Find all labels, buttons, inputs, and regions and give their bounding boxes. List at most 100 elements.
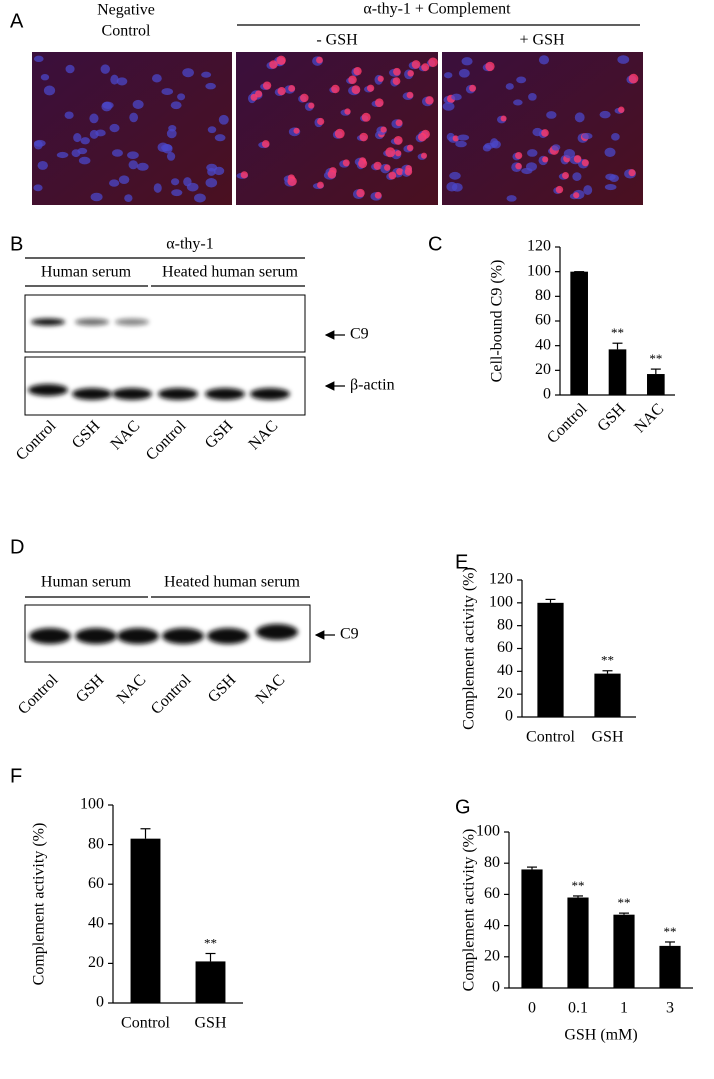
column-header: - GSH [316, 32, 358, 49]
nucleus [513, 99, 523, 106]
stain [573, 155, 582, 163]
y-tick-label: 20 [88, 954, 104, 971]
stain [288, 84, 296, 92]
bar [195, 961, 226, 1003]
stain [359, 132, 369, 142]
y-axis-label: Complement activity (%) [31, 823, 48, 986]
micrograph [32, 52, 232, 205]
nucleus [491, 140, 501, 149]
nucleus [109, 179, 120, 187]
band [207, 628, 249, 644]
panel-label: A [10, 10, 24, 32]
lane-label: NAC [114, 671, 150, 707]
annotation: ** [618, 895, 631, 910]
bar [567, 897, 589, 988]
nucleus [89, 129, 99, 139]
lane-label: NAC [246, 417, 282, 453]
stain [327, 170, 337, 179]
lane-label: Control [15, 671, 62, 718]
y-tick-label: 20 [497, 685, 513, 702]
stain [269, 60, 278, 69]
nucleus [40, 73, 50, 81]
nucleus [572, 172, 582, 181]
lane-label: GSH [69, 417, 104, 452]
nucleus [153, 183, 162, 193]
stain [353, 66, 362, 76]
nucleus [482, 144, 492, 152]
nucleus [110, 74, 119, 85]
blot [24, 294, 306, 353]
stain [411, 60, 421, 69]
panel-label: F [10, 765, 22, 787]
nucleus [124, 194, 133, 202]
stain [618, 106, 625, 113]
stain [373, 161, 382, 170]
stain [452, 135, 459, 142]
nucleus [89, 113, 99, 124]
stain [287, 176, 297, 187]
nucleus [451, 183, 463, 192]
stain [542, 156, 549, 163]
nucleus [136, 162, 149, 171]
band [28, 384, 68, 396]
panel-label: E [455, 551, 468, 573]
y-tick-label: 100 [80, 796, 104, 813]
nucleus [186, 182, 199, 192]
bar [594, 673, 621, 717]
lane-label: Control [143, 417, 190, 464]
band [117, 628, 159, 644]
y-tick-label: 60 [497, 639, 513, 656]
x-tick-label: Control [526, 729, 575, 746]
panel-label: D [10, 536, 24, 558]
nucleus [457, 134, 470, 141]
nucleus [33, 55, 44, 63]
nucleus [538, 55, 550, 65]
blot [24, 356, 306, 416]
nucleus [605, 173, 616, 181]
stain [393, 67, 401, 76]
micrograph [236, 52, 438, 205]
stain [351, 85, 361, 94]
marker-label: C9 [350, 326, 369, 343]
column-header: Control [102, 23, 151, 40]
stain [425, 96, 434, 105]
x-tick-label: 0 [528, 1000, 536, 1017]
stain [348, 75, 357, 85]
band [75, 318, 109, 326]
nucleus [451, 93, 462, 101]
nucleus [177, 93, 186, 101]
bar [537, 602, 564, 717]
y-tick-label: 60 [535, 312, 551, 329]
y-tick-label: 120 [489, 571, 513, 588]
stain [469, 84, 477, 92]
y-tick-label: 60 [484, 885, 500, 902]
stain [628, 169, 636, 177]
nucleus [171, 189, 183, 197]
column-header: + GSH [519, 32, 564, 49]
nucleus [442, 102, 455, 111]
stain [395, 150, 402, 157]
lane-label: Control [13, 417, 60, 464]
stain [388, 171, 397, 180]
annotation: ** [572, 878, 585, 893]
nucleus [213, 166, 225, 176]
stain [374, 191, 382, 199]
nucleus [65, 64, 75, 74]
stain [262, 81, 272, 90]
nucleus [581, 132, 593, 140]
lane-label: GSH [205, 671, 240, 706]
y-tick-label: 60 [88, 875, 104, 892]
nucleus [127, 151, 139, 159]
annotation: ** [649, 351, 662, 366]
lane-label: GSH [73, 671, 108, 706]
x-tick-label: 0.1 [568, 1000, 588, 1017]
bar [570, 271, 588, 395]
annotation: ** [601, 653, 614, 668]
stain [334, 128, 345, 139]
y-tick-label: 0 [96, 994, 104, 1011]
nucleus [43, 85, 56, 96]
bar [130, 838, 161, 1003]
panel-label: C [428, 233, 442, 255]
nucleus [214, 134, 226, 142]
stain [331, 84, 340, 94]
